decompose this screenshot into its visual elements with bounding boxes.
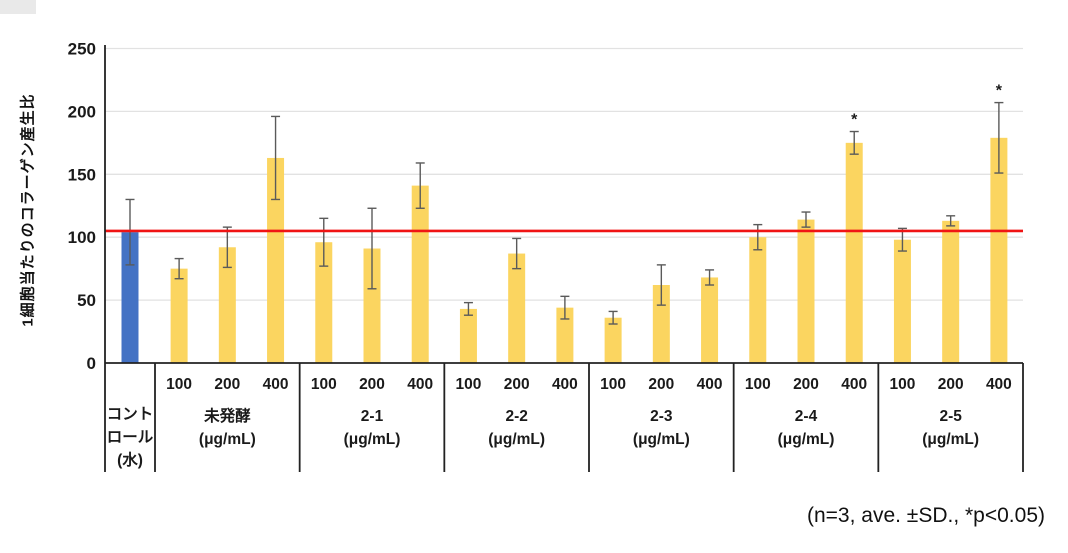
dose-label: 400 [697, 376, 723, 393]
y-tick-label: 100 [68, 228, 96, 247]
bar-2-5-200 [942, 220, 960, 363]
group-unit-label: (μg/mL) [922, 431, 979, 448]
bar-2-1-100 [315, 242, 333, 363]
group-label-control: コント [107, 406, 154, 423]
bar-2-1-400 [411, 185, 429, 363]
dose-label: 200 [938, 376, 964, 393]
y-axis-title: 1細胞当たりのコラーゲン産生比 [19, 93, 37, 327]
dose-label: 100 [890, 376, 916, 393]
dose-label: 200 [504, 376, 530, 393]
bar-2-4-400 [845, 142, 863, 363]
bar-2-4-200 [797, 219, 815, 363]
group-label: 2-5 [939, 408, 962, 425]
screen-corner-fragment [0, 0, 36, 14]
group-unit-label: (μg/mL) [344, 431, 401, 448]
stats-annotation: (n=3, ave. ±SD., *p<0.05) [807, 504, 1045, 527]
dose-label: 400 [986, 376, 1012, 393]
bar-2-5-100 [893, 239, 911, 363]
y-tick-label: 50 [77, 291, 96, 310]
dose-label: 100 [311, 376, 337, 393]
dose-label: 400 [841, 376, 867, 393]
significance-marker: * [851, 112, 858, 129]
group-label: 2-2 [505, 408, 527, 425]
dose-label: 100 [745, 376, 771, 393]
dose-label: 100 [166, 376, 192, 393]
group-unit-label: (μg/mL) [633, 431, 690, 448]
dose-label: 200 [793, 376, 819, 393]
group-label: 2-4 [795, 408, 818, 425]
bar-未発酵-400 [267, 157, 285, 363]
dose-label: 400 [552, 376, 578, 393]
group-label: 2-1 [361, 408, 384, 425]
bar-2-3-100 [604, 317, 622, 363]
dose-label: 200 [214, 376, 240, 393]
y-tick-label: 200 [68, 102, 96, 121]
y-tick-label: 250 [68, 40, 96, 59]
bar-未発酵-100 [170, 268, 188, 363]
bar-2-4-100 [749, 237, 767, 363]
y-tick-label: 150 [68, 165, 96, 184]
bar-未発酵-200 [218, 247, 236, 363]
group-unit-label: (μg/mL) [199, 431, 256, 448]
group-label-control: ロール [107, 429, 154, 446]
y-tick-label: 0 [87, 354, 96, 373]
dose-label: 400 [263, 376, 289, 393]
significance-marker: * [996, 83, 1003, 100]
group-label: 未発酵 [203, 406, 251, 425]
group-label: 2-3 [650, 408, 673, 425]
dose-label: 200 [359, 376, 385, 393]
group-unit-label: (μg/mL) [488, 431, 545, 448]
group-label-control: (水) [117, 450, 143, 469]
bar-2-5-400 [990, 137, 1008, 363]
bar-2-2-200 [508, 253, 526, 363]
dose-label: 200 [648, 376, 674, 393]
dose-label: 400 [407, 376, 433, 393]
bar-2-3-400 [701, 277, 719, 363]
bar-2-2-400 [556, 307, 574, 363]
dose-label: 100 [600, 376, 626, 393]
dose-label: 100 [456, 376, 482, 393]
bar-2-1-200 [363, 248, 381, 363]
bar-2-2-100 [459, 308, 477, 363]
group-unit-label: (μg/mL) [778, 431, 835, 448]
